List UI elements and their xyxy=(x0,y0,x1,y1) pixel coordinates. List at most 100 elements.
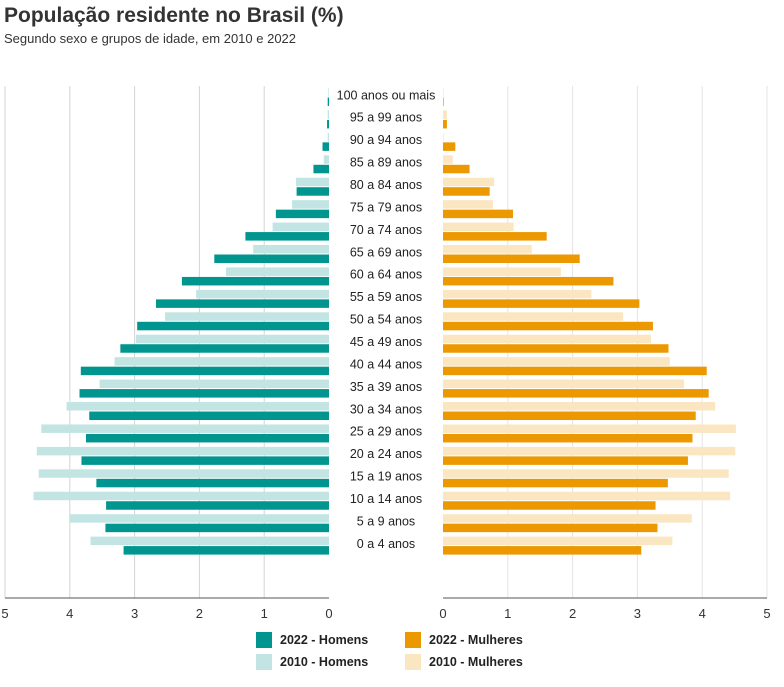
bar-men-2010 xyxy=(38,469,330,478)
bar-women-2022 xyxy=(443,321,653,331)
bar-men-2010 xyxy=(36,446,329,456)
bar-men-2022 xyxy=(79,389,330,398)
bar-women-2010 xyxy=(443,132,444,142)
age-group-label: 50 a 54 anos xyxy=(350,313,422,327)
bar-women-2022 xyxy=(443,456,688,465)
bar-women-2022 xyxy=(443,389,709,398)
legend-swatch xyxy=(256,632,272,648)
bar-women-2022 xyxy=(443,254,580,264)
chart-subtitle: Segundo sexo e grupos de idade, em 2010 … xyxy=(4,31,297,46)
age-group-label: 85 a 89 anos xyxy=(350,156,422,170)
tick-label: 1 xyxy=(261,606,268,621)
legend-item-men-2010: 2010 - Homens xyxy=(256,654,368,670)
tick-label: 5 xyxy=(763,606,770,621)
bar-men-2022 xyxy=(327,119,329,129)
age-group-label: 60 a 64 anos xyxy=(350,268,422,282)
bar-women-2010 xyxy=(443,222,514,232)
age-group-label: 35 a 39 anos xyxy=(350,380,422,394)
bar-women-2010 xyxy=(443,334,652,344)
legend-item-women-2010: 2010 - Mulheres xyxy=(405,654,523,670)
bar-men-2010 xyxy=(323,155,329,164)
age-group-label: 80 a 84 anos xyxy=(350,178,422,192)
legend-swatch xyxy=(405,632,421,648)
age-group-label: 15 a 19 anos xyxy=(350,470,422,484)
bar-men-2022 xyxy=(123,546,329,555)
bar-men-2010 xyxy=(327,132,329,142)
bar-women-2022 xyxy=(443,119,447,129)
bar-women-2022 xyxy=(443,187,490,196)
bar-men-2010 xyxy=(99,379,329,389)
tick-label: 1 xyxy=(504,606,511,621)
tick-label: 3 xyxy=(131,606,138,621)
bar-women-2022 xyxy=(443,366,707,376)
age-group-label: 95 a 99 anos xyxy=(350,111,422,125)
age-group-label: 10 a 14 anos xyxy=(350,492,422,506)
age-group-label: 75 a 79 anos xyxy=(350,200,422,214)
bar-men-2010 xyxy=(196,289,329,299)
bar-women-2022 xyxy=(443,142,456,151)
bar-women-2010 xyxy=(443,267,561,276)
age-group-label: 30 a 34 anos xyxy=(350,402,422,416)
bar-men-2010 xyxy=(292,200,329,209)
bar-women-2010 xyxy=(443,88,444,97)
chart-title: População residente no Brasil (%) xyxy=(4,4,344,27)
legend-swatch xyxy=(256,654,272,670)
bar-women-2010 xyxy=(443,424,736,433)
bar-women-2010 xyxy=(443,155,453,164)
age-group-label: 55 a 59 anos xyxy=(350,290,422,304)
bar-women-2010 xyxy=(443,491,731,501)
age-group-label: 65 a 69 anos xyxy=(350,245,422,259)
bar-men-2010 xyxy=(114,357,330,366)
bar-women-2010 xyxy=(443,200,493,209)
age-group-label: 70 a 74 anos xyxy=(350,223,422,237)
bar-women-2022 xyxy=(443,501,656,510)
tick-label: 0 xyxy=(439,606,446,621)
age-group-label: 20 a 24 anos xyxy=(350,447,422,461)
bar-women-2010 xyxy=(443,514,692,523)
bar-women-2010 xyxy=(443,379,685,389)
bar-women-2022 xyxy=(443,478,668,488)
bar-women-2022 xyxy=(443,433,693,443)
tick-label: 5 xyxy=(1,606,8,621)
bar-women-2010 xyxy=(443,469,729,478)
bar-women-2022 xyxy=(443,411,696,421)
bar-men-2010 xyxy=(90,536,329,546)
bar-women-2022 xyxy=(443,276,614,286)
tick-label: 2 xyxy=(569,606,576,621)
age-group-label: 0 a 4 anos xyxy=(357,537,415,551)
bar-men-2010 xyxy=(33,491,330,501)
bar-men-2010 xyxy=(327,110,329,119)
bar-men-2022 xyxy=(181,276,329,286)
bar-men-2010 xyxy=(253,245,329,254)
bar-men-2022 xyxy=(296,187,329,196)
legend-swatch xyxy=(405,654,421,670)
bar-men-2010 xyxy=(328,88,329,97)
bar-men-2022 xyxy=(275,209,329,219)
bar-women-2022 xyxy=(443,299,640,308)
bar-women-2022 xyxy=(443,546,642,555)
bar-women-2022 xyxy=(443,164,470,174)
bar-men-2022 xyxy=(96,478,329,488)
bar-men-2022 xyxy=(155,299,329,308)
bar-men-2022 xyxy=(327,97,329,106)
bar-men-2010 xyxy=(41,424,330,433)
tick-label: 0 xyxy=(325,606,332,621)
bar-men-2022 xyxy=(86,433,329,443)
bar-men-2022 xyxy=(105,523,329,533)
bar-men-2010 xyxy=(66,402,329,411)
bar-women-2010 xyxy=(443,110,447,119)
bar-men-2022 xyxy=(80,366,329,376)
bar-men-2022 xyxy=(120,344,330,353)
legend-item-men-2022: 2022 - Homens xyxy=(256,632,368,648)
bar-women-2010 xyxy=(443,177,495,187)
legend-label: 2022 - Homens xyxy=(280,633,369,647)
tick-label: 4 xyxy=(699,606,706,621)
bar-men-2010 xyxy=(69,514,330,523)
bar-women-2010 xyxy=(443,312,624,321)
age-group-label: 100 anos ou mais xyxy=(337,88,436,102)
bar-women-2010 xyxy=(443,245,532,254)
bar-women-2022 xyxy=(443,344,669,353)
age-group-label: 25 a 29 anos xyxy=(350,425,422,439)
tick-label: 3 xyxy=(634,606,641,621)
